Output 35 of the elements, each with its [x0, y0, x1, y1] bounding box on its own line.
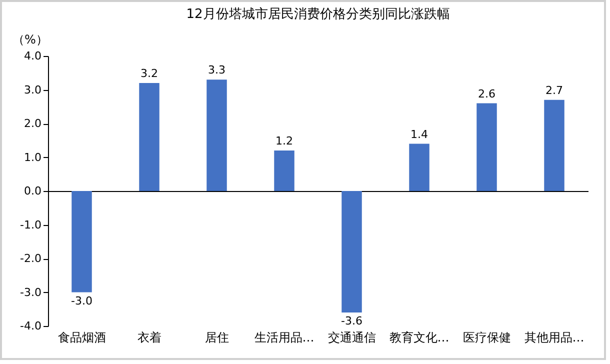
data-label: 1.4 — [410, 128, 428, 141]
y-tick-label: 1.0 — [24, 150, 42, 164]
bar — [544, 100, 564, 191]
y-axis-title: （%） — [12, 32, 48, 46]
x-tick-label: 医疗保健 — [462, 330, 511, 344]
x-tick-label: 交通通信 — [328, 330, 376, 344]
bar — [476, 103, 497, 191]
bar — [342, 191, 362, 312]
y-tick-label: -3.0 — [20, 286, 42, 299]
bar — [139, 83, 160, 191]
x-tick-label: 教育文化… — [389, 330, 450, 344]
bar — [72, 191, 92, 292]
x-tick-label: 居住 — [204, 330, 229, 344]
y-tick-label: -1.0 — [20, 218, 42, 232]
data-label: 2.7 — [546, 84, 563, 97]
chart-title: 12月份塔城市居民消费价格分类别同比涨跌幅 — [186, 7, 450, 22]
data-label: 3.3 — [208, 64, 226, 77]
data-label: -3.6 — [341, 314, 362, 328]
y-tick-label: 2.0 — [24, 117, 42, 130]
data-label: 2.6 — [478, 87, 496, 100]
y-tick-label: -4.0 — [20, 320, 42, 332]
data-label: 1.2 — [276, 134, 293, 148]
data-label: -3.0 — [71, 294, 92, 308]
data-label: 3.2 — [140, 67, 158, 80]
bar — [206, 80, 227, 191]
y-tick-label: -2.0 — [20, 252, 42, 265]
x-tick-label: 生活用品… — [254, 330, 314, 344]
y-tick-label: 0.0 — [24, 184, 42, 198]
bar — [409, 144, 430, 191]
x-tick-label: 其他用品… — [524, 330, 584, 344]
y-tick-label: 4.0 — [24, 50, 42, 62]
bar — [274, 150, 294, 191]
y-tick-label: 3.0 — [24, 83, 42, 96]
x-tick-label: 衣着 — [137, 330, 162, 344]
x-tick-label: 食品烟酒 — [58, 330, 106, 344]
